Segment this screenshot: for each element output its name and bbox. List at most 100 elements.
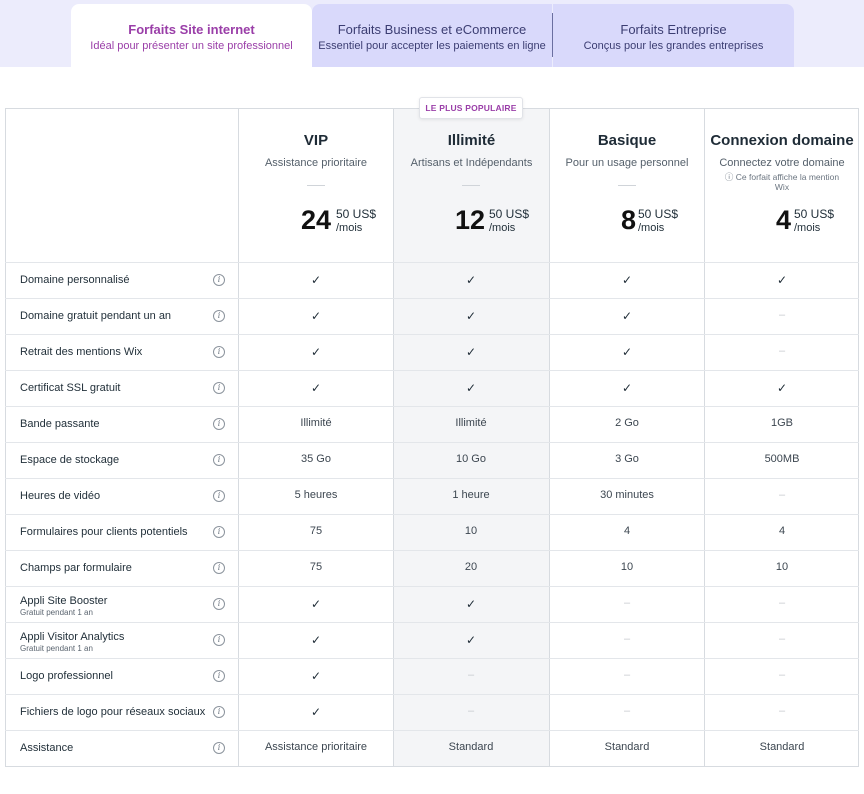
price-cents: 50 US$ xyxy=(794,207,835,221)
checkmark-icon: ✓ xyxy=(465,345,477,359)
column-divider xyxy=(238,108,239,767)
feature-name: Domaine gratuit pendant un an xyxy=(20,310,172,322)
info-circle-icon[interactable]: i xyxy=(213,706,225,718)
price-cents: 50 US$ xyxy=(336,207,377,221)
row-divider xyxy=(5,334,859,335)
row-divider xyxy=(5,406,859,407)
feature-label: Domaine personnalisé xyxy=(20,274,129,286)
row-divider xyxy=(5,442,859,443)
plan-description: Connectez votre domaine xyxy=(719,157,845,169)
info-circle-icon[interactable]: i xyxy=(213,274,225,286)
feature-value: Illimité xyxy=(300,417,332,429)
info-circle-icon[interactable]: i xyxy=(213,634,225,646)
feature-name: Assistance xyxy=(20,742,74,754)
row-divider xyxy=(5,370,859,371)
price-whole: 4 xyxy=(775,205,791,235)
feature-name: Retrait des mentions Wix xyxy=(20,346,143,358)
checkmark-icon: ✓ xyxy=(465,597,477,611)
most-popular-badge: LE PLUS POPULAIRE xyxy=(419,97,523,119)
feature-name: Domaine personnalisé xyxy=(20,274,130,286)
feature-value: Standard xyxy=(448,741,494,753)
info-circle-icon[interactable]: i xyxy=(213,490,225,502)
feature-value: 2 Go xyxy=(615,417,639,429)
feature-value: Assistance prioritaire xyxy=(264,741,368,753)
checkmark-icon: ✓ xyxy=(310,705,322,719)
feature-name: Certificat SSL gratuit xyxy=(20,382,121,394)
feature-subtext: Gratuit pendant 1 an xyxy=(20,644,93,653)
plan-description: Artisans et Indépendants xyxy=(410,157,533,169)
row-divider xyxy=(5,514,859,515)
info-circle-icon[interactable]: i xyxy=(213,418,225,430)
checkmark-icon: ✓ xyxy=(621,345,633,359)
checkmark-icon: ✓ xyxy=(310,669,322,683)
checkmark-icon: ✓ xyxy=(310,309,322,323)
dash-icon: – xyxy=(623,633,631,645)
feature-value: 500MB xyxy=(764,453,800,465)
row-divider xyxy=(5,586,859,587)
plan-header-basique: Basique Pour un usage personnel 8 50 US$… xyxy=(550,108,704,262)
plan-description: Assistance prioritaire xyxy=(264,157,368,169)
plan-name: Illimité xyxy=(447,132,496,149)
tab-site-internet[interactable]: Forfaits Site internet Idéal pour présen… xyxy=(71,4,312,67)
feature-value: Standard xyxy=(604,741,650,753)
row-divider xyxy=(5,730,859,731)
dash-icon: – xyxy=(778,309,786,321)
feature-value: 20 xyxy=(464,561,478,573)
row-divider xyxy=(5,694,859,695)
price-whole: 8 xyxy=(620,205,636,235)
info-circle-icon[interactable]: i xyxy=(213,310,225,322)
dash-icon: – xyxy=(467,669,475,681)
feature-label: Formulaires pour clients potentiels xyxy=(20,526,188,538)
price-whole: 24 xyxy=(300,205,331,235)
feature-value: 1GB xyxy=(770,417,793,429)
info-circle-icon[interactable]: i xyxy=(213,598,225,610)
info-circle-icon[interactable]: i xyxy=(213,526,225,538)
row-divider xyxy=(5,478,859,479)
info-circle-icon[interactable]: i xyxy=(213,670,225,682)
feature-label: Espace de stockage xyxy=(20,454,119,466)
tab-title: Forfaits Entreprise xyxy=(620,22,727,37)
feature-name: Champs par formulaire xyxy=(20,562,132,574)
feature-name: Appli Visitor Analytics xyxy=(20,631,125,643)
checkmark-icon: ✓ xyxy=(621,273,633,287)
tab-subtitle: Idéal pour présenter un site professionn… xyxy=(90,40,293,52)
tab-divider xyxy=(552,13,553,57)
feature-label: Retrait des mentions Wix xyxy=(20,346,142,358)
dash-icon: – xyxy=(778,669,786,681)
price-period: /mois xyxy=(794,222,821,234)
dash-icon: – xyxy=(623,597,631,609)
feature-name: Logo professionnel xyxy=(20,670,113,682)
plan-wix-branding-note: ⓘ Ce forfait affiche la mention Wix xyxy=(724,172,840,192)
feature-value: 10 xyxy=(775,561,789,573)
checkmark-icon: ✓ xyxy=(310,273,322,287)
plan-header-illimite: Illimité Artisans et Indépendants 12 50 … xyxy=(394,108,549,262)
dash-icon: – xyxy=(623,669,631,681)
row-divider xyxy=(5,658,859,659)
tab-entreprise[interactable]: Forfaits Entreprise Conçus pour les gran… xyxy=(553,4,794,67)
info-circle-icon[interactable]: i xyxy=(213,454,225,466)
checkmark-icon: ✓ xyxy=(310,381,322,395)
checkmark-icon: ✓ xyxy=(621,381,633,395)
checkmark-icon: ✓ xyxy=(465,381,477,395)
info-circle-icon[interactable]: i xyxy=(213,562,225,574)
feature-name: Heures de vidéo xyxy=(20,490,101,502)
info-circle-icon[interactable]: i xyxy=(213,382,225,394)
dash-icon: – xyxy=(623,705,631,717)
feature-value: 4 xyxy=(623,525,631,537)
tab-business-ecommerce[interactable]: Forfaits Business et eCommerce Essentiel… xyxy=(312,4,552,67)
checkmark-icon: ✓ xyxy=(465,273,477,287)
column-divider xyxy=(704,108,705,767)
feature-value: 10 xyxy=(620,561,634,573)
info-circle-icon[interactable]: i xyxy=(213,742,225,754)
checkmark-icon: ✓ xyxy=(310,597,322,611)
checkmark-icon: ✓ xyxy=(776,273,788,287)
feature-subtext: Gratuit pendant 1 an xyxy=(20,608,93,617)
feature-name: Appli Site Booster xyxy=(20,595,108,607)
checkmark-icon: ✓ xyxy=(310,345,322,359)
feature-value: Standard xyxy=(759,741,805,753)
dash-icon: – xyxy=(778,345,786,357)
divider xyxy=(462,185,480,186)
tab-title: Forfaits Site internet xyxy=(128,22,255,37)
info-circle-icon[interactable]: i xyxy=(213,346,225,358)
feature-label: Bande passante xyxy=(20,418,100,430)
